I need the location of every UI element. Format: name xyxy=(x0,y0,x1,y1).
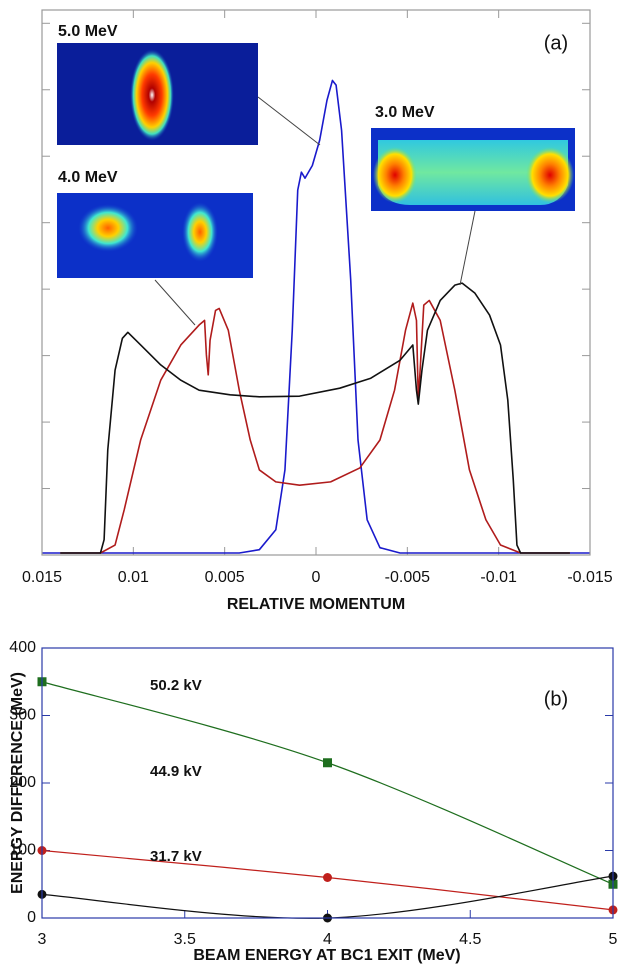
x-tick-label: -0.005 xyxy=(385,569,430,586)
y-tick-label: 400 xyxy=(9,639,36,656)
inset-spot xyxy=(526,147,574,203)
x-tick-label: 0.005 xyxy=(205,569,245,586)
x-tick-label: -0.015 xyxy=(567,569,612,586)
marker xyxy=(323,758,332,768)
y-tick-label: 200 xyxy=(9,774,36,791)
inset-label: 5.0 MeV xyxy=(58,23,118,40)
inset-spot xyxy=(130,49,174,141)
leader-line xyxy=(257,96,321,146)
annotation: (b) xyxy=(544,688,568,710)
plot-frame xyxy=(41,647,614,919)
inset-band xyxy=(378,140,568,205)
x-tick-label: 4 xyxy=(323,931,332,948)
x-tick-label: 0 xyxy=(312,569,321,586)
x-tick-label: 0.015 xyxy=(22,569,62,586)
x-tick-label: 4.5 xyxy=(459,931,481,948)
marker xyxy=(323,873,332,882)
inset-3mev: 3.0 MeV xyxy=(371,104,575,286)
series-line xyxy=(41,681,614,885)
x-tick-label: 3.5 xyxy=(174,931,196,948)
inset-label: 3.0 MeV xyxy=(375,104,435,121)
series-line xyxy=(60,282,570,554)
x-tick-label: 3 xyxy=(38,931,47,948)
annotation: (a) xyxy=(544,32,568,54)
x-axis-label: BEAM ENERGY AT BC1 EXIT (MeV) xyxy=(193,947,460,964)
x-tick-label: -0.01 xyxy=(480,569,517,586)
inset-spot xyxy=(182,202,218,262)
leader-line xyxy=(154,279,196,326)
leader-line xyxy=(459,210,476,286)
series-label: 44.9 kV xyxy=(150,763,202,780)
series-label: 50.2 kV xyxy=(150,677,202,694)
x-axis-label: RELATIVE MOMENTUM xyxy=(227,596,405,613)
x-tick-label: 5 xyxy=(609,931,618,948)
y-axis-label: ENERGY DIFFERENCE (MeV) xyxy=(9,672,26,894)
x-tick-label: 0.01 xyxy=(118,569,149,586)
plots: 0.015 0.01 0.005 0 -0.005 -0.01 -0.015 (a) RELAT… xyxy=(9,9,618,964)
y-tick-label: 100 xyxy=(9,842,36,859)
plot-frame xyxy=(41,9,591,556)
inset-spot xyxy=(373,147,417,203)
y-tick-label: 300 xyxy=(9,707,36,724)
series-line xyxy=(60,299,570,554)
inset-label: 4.0 MeV xyxy=(58,169,118,186)
inset-5mev: 5.0 MeV xyxy=(57,23,321,146)
inset-4mev: 4.0 MeV xyxy=(57,169,253,326)
series-label: 31.7 kV xyxy=(150,848,202,865)
inset-spot xyxy=(78,204,138,252)
series-line xyxy=(42,79,590,554)
y-tick-label: 0 xyxy=(27,909,36,926)
